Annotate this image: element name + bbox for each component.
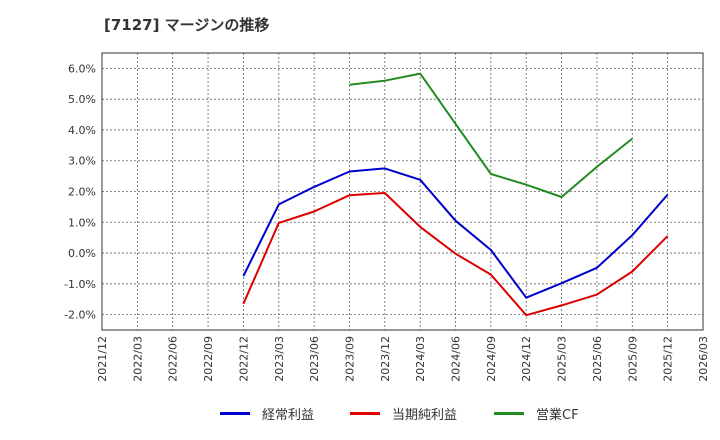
x-tick-label: 2023/12 [379,336,392,382]
x-tick-label: 2025/09 [626,336,639,382]
legend-label: 営業CF [536,408,579,423]
x-tick-label: 2026/03 [697,336,710,382]
x-tick-label: 2022/09 [202,336,215,382]
x-tick-label: 2024/06 [450,336,463,382]
x-tick-label: 2024/09 [485,336,498,382]
y-tick-label: -1.0% [64,278,96,291]
y-tick-label: 4.0% [68,124,96,137]
y-tick-label: -2.0% [64,309,96,322]
y-tick-label: 1.0% [68,216,96,229]
chart-title: [7127] マージンの推移 [104,16,270,34]
legend-item-0: 経常利益 [220,404,314,423]
x-tick-label: 2025/06 [591,336,604,382]
x-tick-label: 2023/03 [273,336,286,382]
grid-lines [102,53,703,330]
legend-item-2: 営業CF [494,404,579,423]
legend: 経常利益 当期純利益 営業CF [0,404,720,428]
series-line-0 [242,167,669,299]
x-tick-label: 2025/12 [662,336,675,382]
y-tick-label: 3.0% [68,155,96,168]
legend-label: 当期純利益 [392,408,458,423]
legend-item-1: 当期純利益 [350,404,457,423]
legend-label: 経常利益 [262,408,315,423]
x-tick-label: 2022/03 [131,336,144,382]
legend-swatch [494,412,524,415]
plot-frame [101,52,704,331]
x-tick-label: 2023/09 [343,336,356,382]
legend-swatch [350,412,380,415]
x-axis-ticks: 2021/12 2022/03 2022/06 2022/09 2022/12 2023/… [96,336,710,382]
x-tick-label: 2021/12 [96,336,109,382]
legend-swatch [220,412,250,415]
y-tick-label: 6.0% [68,62,96,75]
x-tick-label: 2025/03 [556,336,569,382]
x-tick-label: 2023/06 [308,336,321,382]
y-tick-label: 2.0% [68,186,96,199]
y-axis-ticks: 6.0% 5.0% 4.0% 3.0% 2.0% 1.0% 0.0% -1.0% -2.0% [64,62,96,321]
y-tick-label: 0.0% [68,247,96,260]
x-tick-label: 2024/12 [520,336,533,382]
x-tick-label: 2022/12 [237,336,250,382]
x-tick-label: 2024/03 [414,336,427,382]
x-tick-label: 2022/06 [167,336,180,382]
series-line-2 [349,72,633,198]
series-lines [242,72,669,317]
y-tick-label: 5.0% [68,93,96,106]
series-line-1 [242,192,669,317]
